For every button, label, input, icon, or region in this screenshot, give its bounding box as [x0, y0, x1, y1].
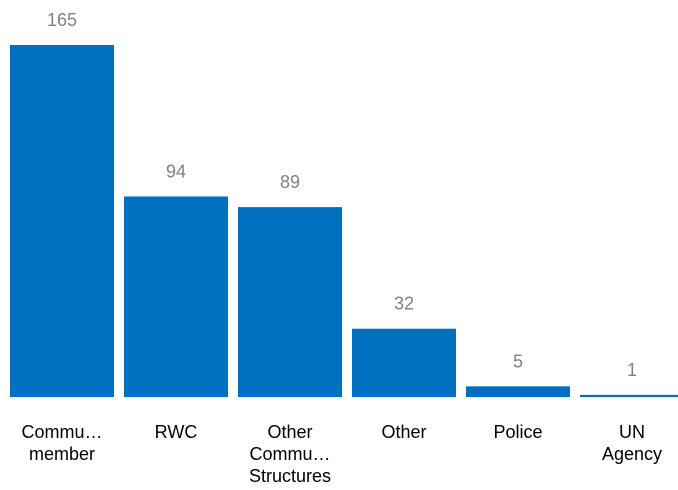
category-label-1: RWC: [155, 422, 198, 442]
category-label-line: Other: [267, 422, 312, 442]
value-label-3: 32: [394, 294, 414, 314]
category-label-line: Commu…: [249, 444, 330, 464]
category-label-line: Other: [381, 422, 426, 442]
category-label-2: Other Commu… Structures: [249, 422, 331, 486]
bar-1: [124, 196, 228, 397]
value-label-5: 1: [627, 360, 637, 380]
category-label-line: Commu…: [21, 422, 102, 442]
category-label-3: Other: [381, 422, 426, 442]
category-label-line: Agency: [602, 444, 662, 464]
value-label-4: 5: [513, 351, 523, 371]
value-labels-group: 165 94 89 32 5 1: [47, 10, 637, 380]
bar-5: [580, 394, 678, 397]
value-label-0: 165: [47, 10, 77, 30]
bar-3: [352, 328, 456, 397]
category-label-5: UN Agency: [602, 422, 662, 464]
category-label-line: Police: [493, 422, 542, 442]
category-label-0: Commu… member: [21, 422, 102, 464]
category-label-4: Police: [493, 422, 542, 442]
value-label-1: 94: [166, 161, 186, 181]
bars-group: [10, 45, 678, 397]
category-label-line: member: [29, 444, 95, 464]
category-label-line: RWC: [155, 422, 198, 442]
bar-4: [466, 386, 570, 397]
bar-0: [10, 45, 114, 397]
category-label-line: Structures: [249, 466, 331, 486]
bar-2: [238, 207, 342, 397]
value-label-2: 89: [280, 172, 300, 192]
category-label-line: UN: [619, 422, 645, 442]
